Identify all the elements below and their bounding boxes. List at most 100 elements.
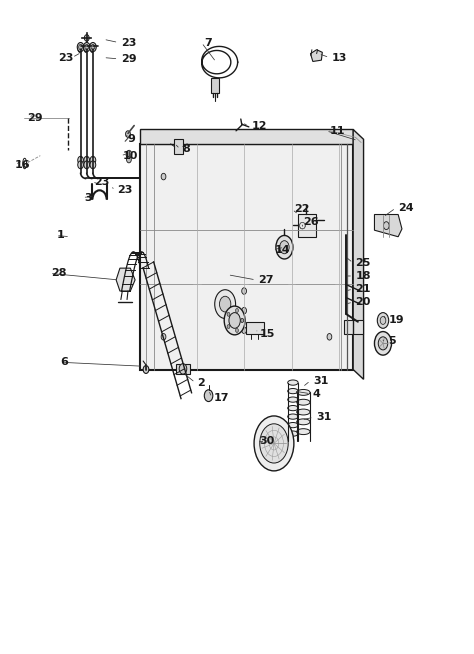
Circle shape xyxy=(276,235,293,259)
Text: 24: 24 xyxy=(398,203,414,213)
Text: 31: 31 xyxy=(317,412,332,422)
Text: 29: 29 xyxy=(27,112,43,123)
Circle shape xyxy=(126,150,132,158)
Circle shape xyxy=(215,290,236,318)
Text: 30: 30 xyxy=(260,436,275,447)
Text: 27: 27 xyxy=(258,275,274,285)
Circle shape xyxy=(327,334,332,340)
Bar xyxy=(176,364,190,374)
Text: 26: 26 xyxy=(303,217,319,228)
Circle shape xyxy=(219,296,231,312)
Circle shape xyxy=(85,44,89,50)
Circle shape xyxy=(126,131,130,137)
Text: 7: 7 xyxy=(204,37,211,48)
Polygon shape xyxy=(116,268,135,291)
Circle shape xyxy=(280,241,289,254)
Bar xyxy=(344,320,363,334)
Ellipse shape xyxy=(288,405,298,411)
Circle shape xyxy=(127,156,131,163)
Circle shape xyxy=(83,43,90,52)
Text: 10: 10 xyxy=(122,150,137,161)
Circle shape xyxy=(84,161,90,169)
Text: 5: 5 xyxy=(389,336,396,347)
Circle shape xyxy=(236,309,238,313)
Ellipse shape xyxy=(288,414,298,419)
Text: 1: 1 xyxy=(57,230,64,241)
Text: 15: 15 xyxy=(260,328,275,339)
Circle shape xyxy=(84,35,89,41)
Text: 23: 23 xyxy=(118,184,133,195)
Circle shape xyxy=(161,173,166,180)
Circle shape xyxy=(378,337,388,350)
Polygon shape xyxy=(298,214,316,237)
Text: 6: 6 xyxy=(61,357,69,368)
Circle shape xyxy=(254,416,294,471)
Ellipse shape xyxy=(288,431,298,436)
Polygon shape xyxy=(374,215,402,237)
Text: 28: 28 xyxy=(51,268,67,279)
Circle shape xyxy=(229,313,240,328)
Circle shape xyxy=(241,318,244,322)
Ellipse shape xyxy=(288,422,298,428)
Circle shape xyxy=(78,156,83,164)
Text: 21: 21 xyxy=(356,284,371,294)
Polygon shape xyxy=(353,129,364,379)
Bar xyxy=(174,139,183,154)
Circle shape xyxy=(236,328,238,332)
Circle shape xyxy=(90,43,96,52)
Text: 17: 17 xyxy=(213,392,229,403)
Text: 3: 3 xyxy=(84,192,92,203)
Circle shape xyxy=(79,44,82,50)
Circle shape xyxy=(242,288,246,294)
Text: 8: 8 xyxy=(182,144,190,154)
Ellipse shape xyxy=(288,397,298,402)
Circle shape xyxy=(374,332,392,355)
Circle shape xyxy=(90,161,96,169)
Ellipse shape xyxy=(297,419,310,425)
Ellipse shape xyxy=(288,380,298,385)
Text: 11: 11 xyxy=(329,126,345,136)
Text: 20: 20 xyxy=(356,297,371,307)
Circle shape xyxy=(179,364,187,374)
Circle shape xyxy=(90,156,96,164)
Circle shape xyxy=(242,307,246,314)
Text: 23: 23 xyxy=(121,37,136,48)
Text: 22: 22 xyxy=(294,204,310,215)
Ellipse shape xyxy=(297,399,310,405)
Text: 19: 19 xyxy=(389,315,404,326)
Text: 13: 13 xyxy=(332,52,347,63)
Circle shape xyxy=(161,334,166,340)
Text: 18: 18 xyxy=(356,271,371,281)
Text: 29: 29 xyxy=(121,54,137,64)
Text: 9: 9 xyxy=(127,133,135,144)
Ellipse shape xyxy=(297,429,310,434)
Text: 16: 16 xyxy=(14,160,30,170)
Polygon shape xyxy=(310,50,322,61)
Circle shape xyxy=(204,390,213,402)
Circle shape xyxy=(91,44,95,50)
Circle shape xyxy=(241,318,244,322)
Circle shape xyxy=(143,366,149,373)
Text: 12: 12 xyxy=(251,120,267,131)
Circle shape xyxy=(380,317,386,324)
Circle shape xyxy=(224,306,245,335)
Bar xyxy=(246,322,264,334)
Polygon shape xyxy=(140,129,353,144)
Text: 14: 14 xyxy=(275,245,291,255)
Circle shape xyxy=(383,222,389,230)
Text: 2: 2 xyxy=(197,377,204,388)
Circle shape xyxy=(77,43,84,52)
Circle shape xyxy=(377,313,389,328)
Circle shape xyxy=(242,327,246,334)
Ellipse shape xyxy=(288,388,298,394)
Text: 31: 31 xyxy=(313,375,328,386)
Text: 4: 4 xyxy=(313,388,321,399)
Circle shape xyxy=(78,161,83,169)
Ellipse shape xyxy=(297,409,310,415)
Ellipse shape xyxy=(297,389,310,395)
Circle shape xyxy=(260,424,288,463)
Text: 25: 25 xyxy=(356,258,371,268)
Text: 23: 23 xyxy=(58,52,73,63)
Circle shape xyxy=(84,156,90,164)
Polygon shape xyxy=(140,144,353,370)
